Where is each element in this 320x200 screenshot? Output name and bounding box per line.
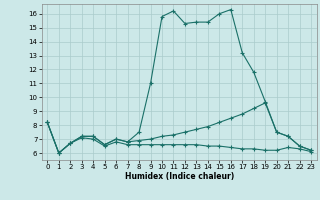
X-axis label: Humidex (Indice chaleur): Humidex (Indice chaleur) — [124, 172, 234, 181]
